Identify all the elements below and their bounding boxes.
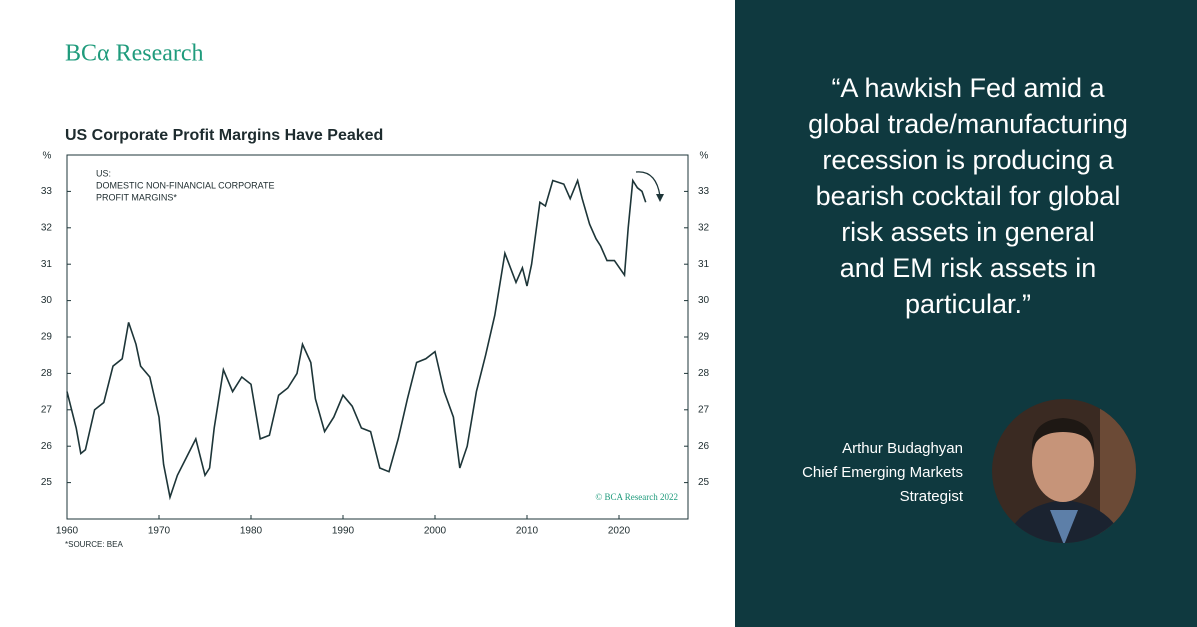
annotation: PROFIT MARGINS*: [96, 192, 177, 202]
y-tick-label: 32: [41, 222, 53, 233]
quote-line: and EM risk assets in: [840, 253, 1097, 283]
x-tick-label: 1980: [240, 526, 263, 537]
y-tick-label: 28: [41, 368, 53, 379]
footnote: *SOURCE: BEA: [65, 540, 123, 549]
quote-line: bearish cocktail for global: [816, 181, 1121, 211]
y-tick-label: 30: [41, 295, 53, 306]
y2-tick-label: 32: [698, 222, 710, 233]
x-tick-label: 2020: [608, 526, 631, 537]
quote-line: risk assets in general: [841, 217, 1095, 247]
quote-line: particular.”: [905, 289, 1031, 319]
y-tick-label: 27: [41, 404, 53, 415]
brand-logo: BCα Research: [65, 41, 204, 67]
chart-title: US Corporate Profit Margins Have Peaked: [65, 127, 383, 144]
plot-frame: [66, 154, 689, 520]
y-tick-label: 25: [41, 477, 53, 488]
y2-tick-label: 29: [698, 332, 710, 343]
y-unit: %: [43, 151, 52, 162]
y2-tick-label: 31: [698, 259, 710, 270]
x-tick-label: 2000: [424, 526, 447, 537]
y2-tick-label: 28: [698, 368, 710, 379]
x-tick-label: 1960: [56, 526, 79, 537]
x-tick-label: 1990: [332, 526, 355, 537]
trend-arrow: [635, 171, 661, 197]
y2-tick-label: 26: [698, 441, 710, 452]
copyright: © BCA Research 2022: [595, 492, 678, 502]
y2-tick-label: 33: [698, 186, 710, 197]
portrait: [992, 399, 1136, 543]
x-tick-label: 2010: [516, 526, 539, 537]
x-tick-label: 1970: [148, 526, 171, 537]
person-role: Chief Emerging Markets: [802, 464, 963, 481]
quote-panel: [735, 0, 1197, 627]
line-series: [66, 177, 647, 501]
quote-line: recession is producing a: [822, 145, 1114, 175]
y2-tick-label: 27: [698, 404, 710, 415]
y-tick-label: 31: [41, 259, 53, 270]
y2-tick-label: 30: [698, 295, 710, 306]
person-name: Arthur Budaghyan: [842, 440, 963, 457]
arrow-head: [656, 194, 664, 202]
quote-line: global trade/manufacturing: [808, 109, 1128, 139]
person-role: Strategist: [900, 488, 964, 505]
quote-line: “A hawkish Fed amid a: [831, 73, 1105, 103]
annotation: US:: [96, 168, 111, 178]
y-tick-label: 33: [41, 186, 53, 197]
y2-tick-label: 25: [698, 477, 710, 488]
annotation: DOMESTIC NON-FINANCIAL CORPORATE: [96, 180, 275, 190]
y-tick-label: 29: [41, 332, 53, 343]
y2-unit: %: [700, 151, 709, 162]
y-tick-label: 26: [41, 441, 53, 452]
